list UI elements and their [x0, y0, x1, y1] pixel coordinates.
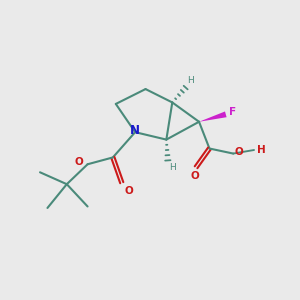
Polygon shape	[199, 112, 226, 122]
Text: H: H	[169, 164, 176, 172]
Text: O: O	[74, 158, 83, 167]
Text: N: N	[130, 124, 140, 136]
Text: H: H	[257, 145, 266, 155]
Text: H: H	[187, 76, 194, 85]
Text: O: O	[190, 171, 199, 181]
Text: O: O	[235, 147, 244, 158]
Text: F: F	[230, 107, 236, 117]
Text: O: O	[124, 186, 133, 196]
